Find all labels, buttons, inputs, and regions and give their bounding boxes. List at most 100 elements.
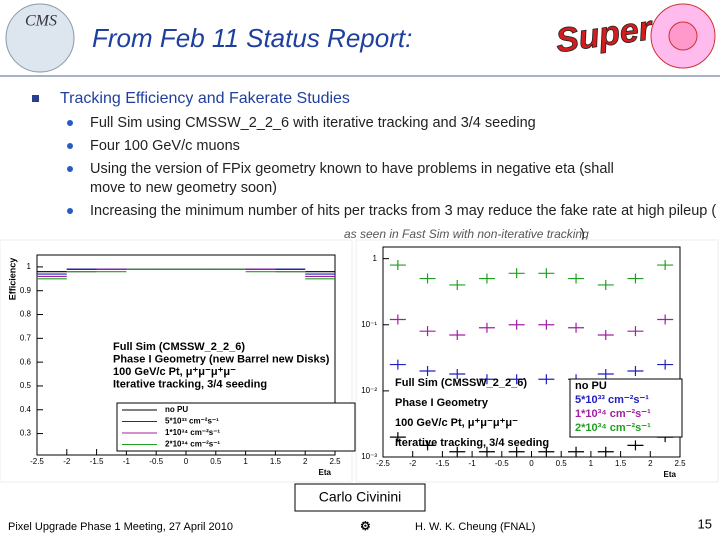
fakerate-marker [508, 268, 525, 279]
item-close: ) [580, 227, 585, 243]
fakerate-marker [597, 279, 614, 290]
footer-left: Pixel Upgrade Phase 1 Meeting, 27 April … [8, 521, 233, 533]
item: Four 100 GeV/c muons [90, 138, 240, 154]
fakerate-marker [508, 374, 525, 385]
x-tick-label: -1 [469, 459, 477, 468]
x-tick-label: 2 [648, 459, 653, 468]
x-tick-label: -2.5 [30, 457, 44, 466]
x-tick-label: 2.5 [674, 459, 686, 468]
fakerate-marker [657, 260, 674, 271]
presenter-box [294, 483, 426, 512]
fakerate-marker [389, 432, 406, 443]
x-tick-label: 2 [303, 457, 308, 466]
y-axis-label: Efficiency [7, 258, 17, 301]
bullet [67, 166, 73, 172]
y-tick-label: 0.8 [20, 310, 32, 319]
fakerate-marker [449, 330, 466, 341]
detector-logo-core [668, 21, 698, 51]
fakerate-marker [627, 273, 644, 284]
y-tick-label: 0.9 [20, 286, 32, 295]
bullet [67, 120, 73, 126]
legend-label: 5*10³³ cm⁻²s⁻¹ [575, 394, 649, 406]
fakerate-marker [389, 359, 406, 370]
annotation: Full Sim (CMSSW_2_2_6) [113, 341, 245, 353]
fakerate-marker [627, 365, 644, 376]
item: Using the version of FPix geometry known… [90, 161, 614, 196]
fakerate-marker [508, 446, 525, 457]
fakerate-marker [419, 326, 436, 337]
item-aside: as seen in Fast Sim with non-iterative t… [344, 227, 589, 241]
fakerate-marker [538, 374, 555, 385]
item: Full Sim using CMSSW_2_2_6 with iterativ… [90, 115, 536, 131]
legend-label: no PU [165, 405, 188, 414]
x-tick-label: 0.5 [556, 459, 568, 468]
annotation: Iterative tracking, 3/4 seeding [395, 437, 549, 449]
fakerate-marker [508, 319, 525, 330]
y-tick-label: 0.5 [20, 381, 32, 390]
legend-label: no PU [575, 380, 607, 392]
fakerate-marker [478, 322, 495, 333]
x-tick-label: -0.5 [495, 459, 509, 468]
legend-label: 2*10³⁴ cm⁻²s⁻¹ [575, 422, 651, 434]
fakerate-marker [419, 440, 436, 451]
x-tick-label: -1.5 [90, 457, 104, 466]
x-tick-label: -2.5 [376, 459, 390, 468]
legend-box [569, 378, 683, 438]
fakerate-marker [568, 322, 585, 333]
fakerate-marker [389, 260, 406, 271]
fakerate-marker [478, 446, 495, 457]
cms-logo [5, 3, 75, 73]
fakerate-marker [657, 359, 674, 370]
footer-center: H. W. K. Cheung (FNAL) [415, 521, 535, 533]
y-tick-label: 1 [373, 254, 378, 263]
x-tick-label: 0.5 [210, 457, 222, 466]
fakerate-marker [538, 319, 555, 330]
legend-label: 2*10³⁴ cm⁻²s⁻¹ [165, 440, 220, 449]
annotation: Phase I Geometry (new Barrel new Disks) [113, 353, 330, 365]
fakerate-marker [657, 314, 674, 325]
fakerate-marker [538, 446, 555, 457]
fakerate-marker [627, 440, 644, 451]
annotation: Iterative tracking, 3/4 seeding [113, 378, 267, 390]
x-tick-label: -0.5 [149, 457, 163, 466]
y-tick-label: 1 [27, 262, 32, 271]
footer-logo: ⚙ [360, 519, 371, 533]
y-tick-label: 0.6 [20, 357, 32, 366]
y-tick-label: 10⁻² [361, 386, 377, 395]
legend-label: 1*10³⁴ cm⁻²s⁻¹ [575, 408, 651, 420]
x-tick-label: 1 [589, 459, 594, 468]
fakerate-marker [449, 369, 466, 380]
fakerate-marker [478, 374, 495, 385]
fakerate-marker [419, 365, 436, 376]
y-tick-label: 10⁻³ [361, 452, 377, 461]
fakerate-marker [389, 314, 406, 325]
x-tick-label: 0 [529, 459, 534, 468]
x-axis-label: Eta [319, 468, 332, 477]
annotation: Full Sim (CMSSW_2_2_6) [395, 377, 527, 389]
x-tick-label: 1.5 [615, 459, 627, 468]
x-tick-label: 2.5 [329, 457, 341, 466]
x-tick-label: 0 [184, 457, 189, 466]
y-tick-label: 0.7 [20, 333, 32, 342]
fakerate-marker [597, 330, 614, 341]
fakerate-marker [538, 268, 555, 279]
bullet [32, 95, 39, 102]
sub-bullets: Full Sim using CMSSW_2_2_6 with iterativ… [90, 115, 716, 243]
fakerate-marker [627, 326, 644, 337]
fakerate-marker [597, 446, 614, 457]
legend-label: 1*10³⁴ cm⁻²s⁻¹ [165, 428, 220, 437]
legend-box [116, 402, 356, 452]
presenter: Carlo Civinini [319, 489, 401, 505]
page-number: 15 [698, 516, 712, 531]
x-tick-label: -1.5 [436, 459, 450, 468]
cms-logo-text: CMS [25, 13, 57, 30]
fakerate-marker [449, 279, 466, 290]
bullet-icons [67, 120, 73, 214]
x-tick-label: -2 [63, 457, 71, 466]
annotation: Phase I Geometry [395, 397, 489, 409]
slide-title: From Feb 11 Status Report: [92, 23, 412, 53]
fakerate-marker [568, 446, 585, 457]
x-tick-label: 1.5 [270, 457, 282, 466]
